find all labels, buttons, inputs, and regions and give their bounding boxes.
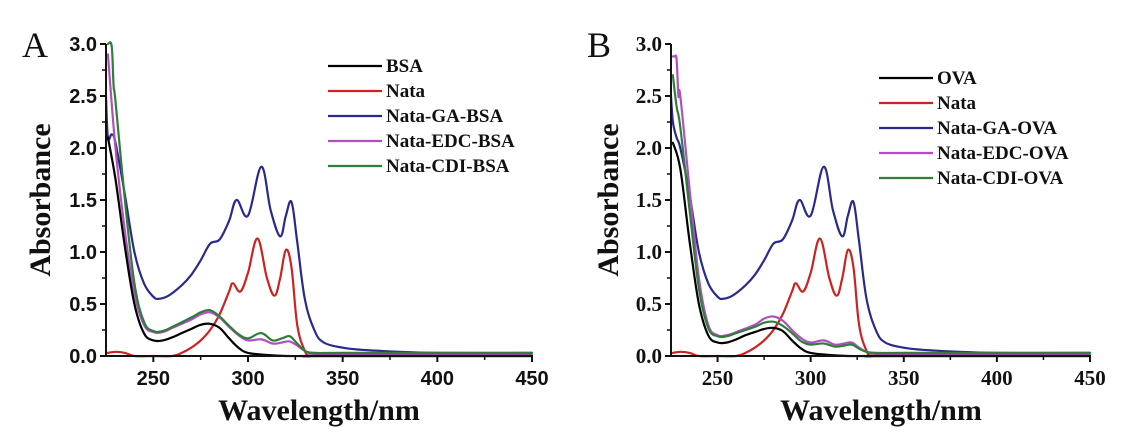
x-tick-label: 300 (231, 368, 264, 390)
legend-label: Nata (386, 81, 426, 102)
legend-label: Nata-EDC-OVA (937, 143, 1069, 164)
x-tick-label: 400 (421, 368, 454, 390)
y-tick-label: 1.5 (69, 190, 97, 212)
series-line-nata-edc-bsa (106, 53, 534, 356)
y-tick-label: 0.0 (69, 346, 97, 368)
x-tick-label: 250 (702, 366, 734, 390)
x-tick-label: 450 (1074, 366, 1106, 390)
y-tick-label: 2.5 (636, 84, 662, 108)
panel-label: A (22, 25, 48, 65)
series-line-nata-ga-ova (669, 94, 1092, 355)
legend-label: Nata-EDC-BSA (386, 131, 515, 152)
x-axis-title: Wavelength/nm (780, 394, 982, 427)
y-tick-label: 0.5 (636, 292, 662, 316)
x-tick-label: 450 (515, 368, 548, 390)
y-tick-label: 3.0 (69, 34, 97, 56)
x-tick-label: 300 (795, 366, 827, 390)
chart-panel-a: A 0.0 0.5 1.0 1.5 2.0 2.5 3.0 250 300 350 400 450 BS… (0, 0, 571, 432)
legend-label: OVA (937, 68, 977, 89)
x-tick-label: 400 (981, 366, 1013, 390)
x-tick-label: 350 (888, 366, 920, 390)
series-line-nata-cdi-bsa (106, 41, 534, 355)
series-line-nata-cdi-ova (671, 74, 1092, 355)
x-axis-title: Wavelength/nm (218, 394, 420, 427)
chart-panel-b: B 0.0 0.5 1.0 1.5 2.0 2.5 3.0 250 300 350 400 450 OV… (571, 0, 1142, 432)
y-tick-label: 1.5 (636, 188, 662, 212)
y-tick-label: 2.0 (636, 136, 662, 160)
legend-label: Nata-CDI-OVA (937, 168, 1064, 189)
series-line-nata-edc-ova (671, 54, 1092, 356)
x-tick-label: 250 (137, 368, 170, 390)
y-tick-label: 1.0 (636, 240, 662, 264)
legend: BSA Nata Nata-GA-BSA Nata-EDC-BSA Nata-CDI-B… (328, 56, 515, 177)
plot-area: 0.0 0.5 1.0 1.5 2.0 2.5 3.0 250 300 350 400 450 BSA N… (69, 34, 549, 390)
plot-area: 0.0 0.5 1.0 1.5 2.0 2.5 3.0 250 300 350 400 450 OVA N… (636, 32, 1106, 390)
y-tick-label: 1.0 (69, 242, 97, 264)
legend-label: Nata-GA-OVA (937, 118, 1057, 139)
legend-label: BSA (386, 56, 423, 77)
y-tick-label: 0.5 (69, 294, 97, 316)
y-tick-label: 0.0 (636, 344, 662, 368)
legend: OVA Nata Nata-GA-OVA Nata-EDC-OVA Nata-CDI-O… (879, 68, 1069, 189)
y-tick-label: 2.5 (69, 86, 97, 108)
legend-label: Nata-GA-BSA (386, 106, 503, 127)
absorbance-chart-a: A 0.0 0.5 1.0 1.5 2.0 2.5 3.0 250 300 350 400 450 BS… (22, 25, 549, 427)
absorbance-chart-b: B 0.0 0.5 1.0 1.5 2.0 2.5 3.0 250 300 350 400 450 OV… (587, 25, 1106, 427)
panel-label: B (587, 25, 611, 65)
series-line-nata-ga-bsa (104, 94, 534, 355)
y-axis-title: Absorbance (24, 123, 57, 276)
y-tick-label: 2.0 (69, 138, 97, 160)
y-tick-label: 3.0 (636, 32, 662, 56)
legend-label: Nata (937, 93, 977, 114)
x-tick-label: 350 (326, 368, 359, 390)
legend-label: Nata-CDI-BSA (386, 156, 510, 177)
y-axis-title: Absorbance (592, 123, 625, 276)
